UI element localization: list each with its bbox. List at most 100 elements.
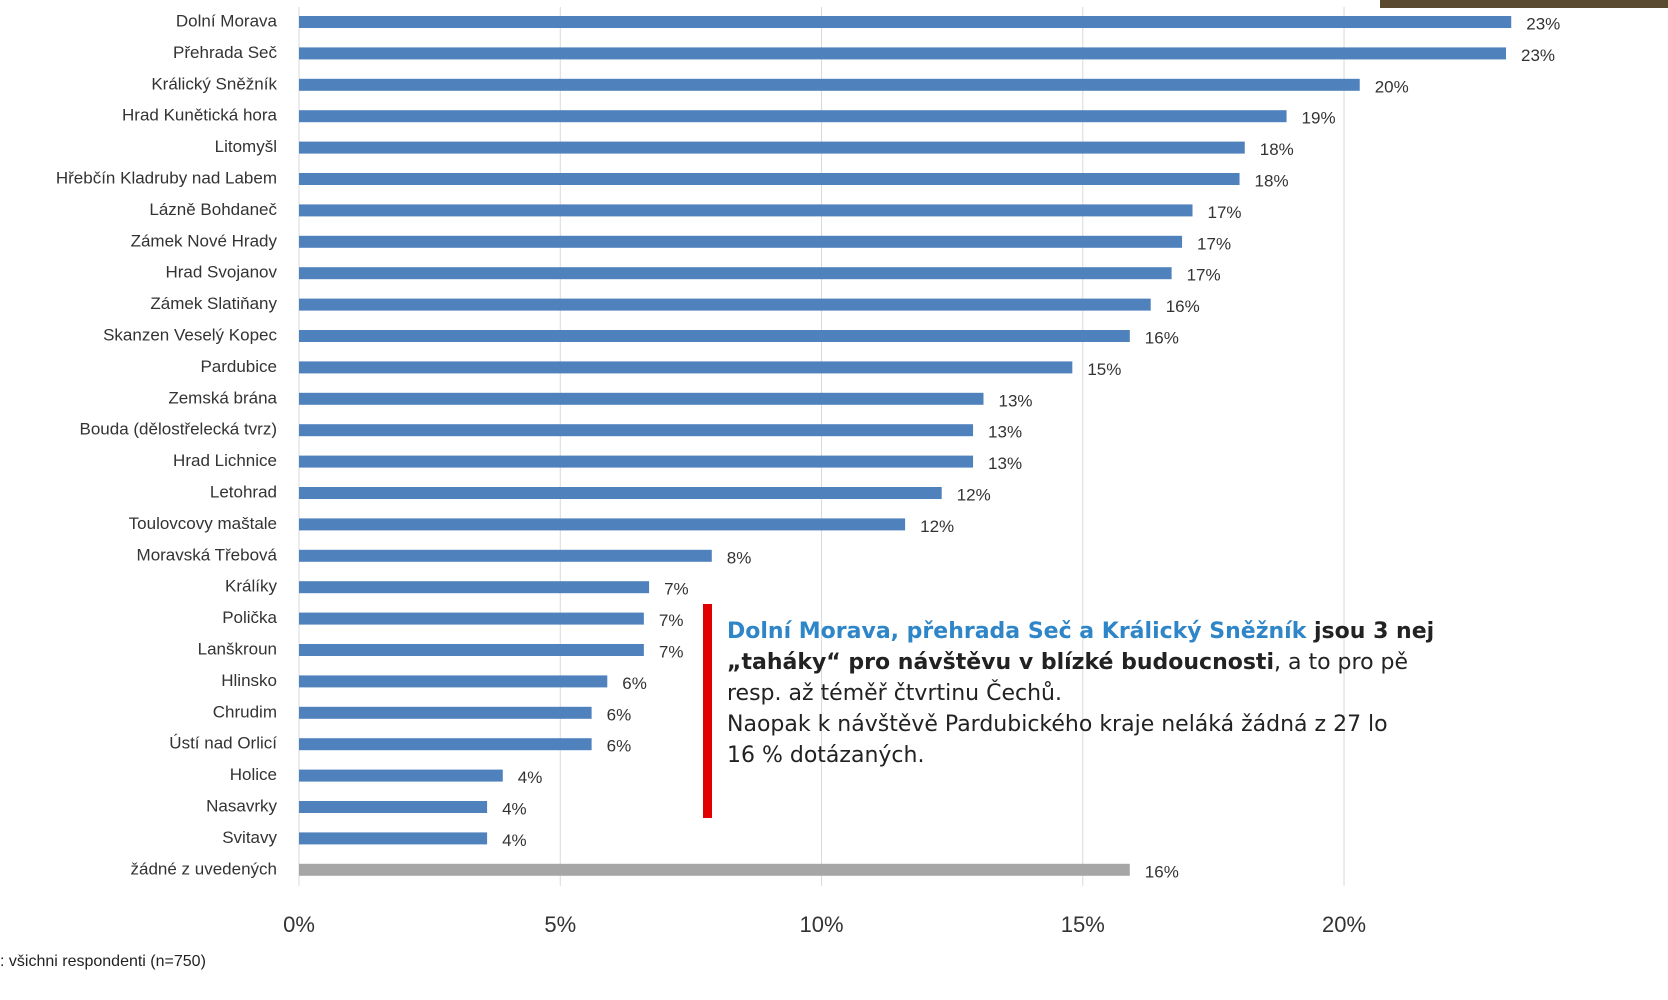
- y-tick-label: Zámek Nové Hrady: [131, 231, 278, 250]
- value-label: 17%: [1197, 234, 1231, 253]
- y-tick-label: Králický Sněžník: [151, 74, 277, 93]
- bar: [299, 299, 1151, 311]
- annotation-line: Naopak k návštěvě Pardubického kraje nel…: [727, 709, 1668, 740]
- y-tick-label: Litomyšl: [215, 137, 277, 156]
- x-tick-label: 15%: [1061, 912, 1105, 937]
- bar: [299, 236, 1182, 248]
- value-label: 6%: [607, 705, 632, 724]
- bar: [299, 267, 1172, 279]
- y-tick-label: Dolní Morava: [176, 11, 278, 30]
- annotation-line: „taháky“ pro návštěvu v blízké budoucnos…: [727, 647, 1668, 678]
- value-label: 6%: [607, 737, 632, 756]
- bar: [299, 361, 1072, 373]
- bar: [299, 393, 984, 405]
- value-label: 16%: [1166, 297, 1200, 316]
- value-label: 7%: [659, 642, 684, 661]
- y-tick-label: Chrudim: [213, 702, 277, 721]
- bar: [299, 550, 712, 562]
- y-tick-label: Letohrad: [210, 482, 277, 501]
- text: , a to pro pě: [1274, 650, 1408, 675]
- y-tick-label: Bouda (dělostřelecká tvrz): [80, 420, 277, 439]
- bar: [299, 456, 973, 468]
- bar: [299, 173, 1240, 185]
- value-label: 8%: [727, 548, 752, 567]
- bar: [299, 487, 942, 499]
- bar: [299, 47, 1506, 59]
- page: : všichni respondenti (n=750) 0% 5% 10% 15%…: [0, 0, 1668, 1000]
- bar: [299, 832, 487, 844]
- value-label: 7%: [664, 580, 689, 599]
- bar: [299, 707, 592, 719]
- value-label: 18%: [1260, 140, 1294, 159]
- value-label: 13%: [988, 423, 1022, 442]
- bar: [299, 801, 487, 813]
- annotation-line: Dolní Morava, přehrada Seč a Králický Sn…: [727, 616, 1668, 647]
- bar: [299, 613, 644, 625]
- y-tick-label: Moravská Třebová: [137, 545, 278, 564]
- y-tick-label: Pardubice: [200, 357, 277, 376]
- accent-bar: [703, 604, 712, 818]
- x-tick-label: 0%: [283, 912, 315, 937]
- bar: [299, 675, 607, 687]
- bar: [299, 424, 973, 436]
- value-label: 4%: [502, 831, 527, 850]
- y-tick-label: Hrad Kunětická hora: [122, 106, 278, 125]
- y-tick-label: Polička: [222, 608, 277, 627]
- value-label: 17%: [1187, 266, 1221, 285]
- value-label: 13%: [999, 391, 1033, 410]
- x-tick-label: 5%: [544, 912, 576, 937]
- annotation-line: resp. až téměř čtvrtinu Čechů.: [727, 678, 1668, 709]
- y-tick-label: Skanzen Veselý Kopec: [103, 325, 277, 344]
- y-tick-label: Holice: [230, 765, 277, 784]
- bar: [299, 330, 1130, 342]
- y-tick-label: Toulovcovy maštale: [129, 514, 277, 533]
- y-tick-label: žádné z uvedených: [131, 859, 278, 878]
- bar: [299, 110, 1287, 122]
- value-label: 15%: [1087, 360, 1121, 379]
- value-label: 16%: [1145, 328, 1179, 347]
- value-label: 6%: [622, 674, 647, 693]
- bar: [299, 518, 905, 530]
- bar: [299, 770, 503, 782]
- value-label: 12%: [957, 485, 991, 504]
- y-tick-label: Hrad Svojanov: [165, 263, 277, 282]
- annotation: Dolní Morava, přehrada Seč a Králický Sn…: [727, 616, 1668, 771]
- value-label: 18%: [1255, 171, 1289, 190]
- text: jsou 3 nej: [1306, 619, 1434, 644]
- y-tick-label: Ústí nad Orlicí: [169, 734, 277, 753]
- value-label: 23%: [1521, 46, 1555, 65]
- annotation-line: 16 % dotázaných.: [727, 740, 1668, 771]
- y-tick-label: Králíky: [225, 577, 277, 596]
- value-label: 20%: [1375, 77, 1409, 96]
- bar: [299, 644, 644, 656]
- bar: [299, 142, 1245, 154]
- y-tick-label: Hřebčín Kladruby nad Labem: [56, 168, 277, 187]
- value-label: 17%: [1208, 203, 1242, 222]
- x-tick-label: 20%: [1322, 912, 1366, 937]
- y-tick-label: Zámek Slatiňany: [150, 294, 277, 313]
- y-tick-label: Hlinsko: [221, 671, 277, 690]
- y-tick-label: Přehrada Seč: [173, 43, 277, 62]
- value-label: 13%: [988, 454, 1022, 473]
- value-label: 19%: [1302, 109, 1336, 128]
- photo: [1380, 0, 1668, 8]
- note: : všichni respondenti (n=750): [0, 953, 206, 970]
- y-tick-label: Lanškroun: [198, 639, 277, 658]
- bar: [299, 79, 1360, 91]
- x-tick-label: 10%: [799, 912, 843, 937]
- value-label: 7%: [659, 611, 684, 630]
- value-label: 4%: [502, 799, 527, 818]
- value-label: 12%: [920, 517, 954, 536]
- bar: [299, 738, 592, 750]
- bar: [299, 204, 1193, 216]
- y-tick-label: Lázně Bohdaneč: [149, 200, 277, 219]
- bar: [299, 581, 649, 593]
- y-tick-label: Zemská brána: [168, 388, 277, 407]
- value-label: 4%: [518, 768, 543, 787]
- value-label: 16%: [1145, 862, 1179, 881]
- chart: : všichni respondenti (n=750) 0% 5% 10% 15%…: [0, 0, 1668, 1000]
- text: „taháky“ pro návštěvu v blízké budoucnos…: [727, 650, 1274, 675]
- highlight: Dolní Morava, přehrada Seč a Králický Sn…: [727, 619, 1306, 644]
- y-tick-label: Svitavy: [222, 828, 277, 847]
- value-label: 23%: [1526, 14, 1560, 33]
